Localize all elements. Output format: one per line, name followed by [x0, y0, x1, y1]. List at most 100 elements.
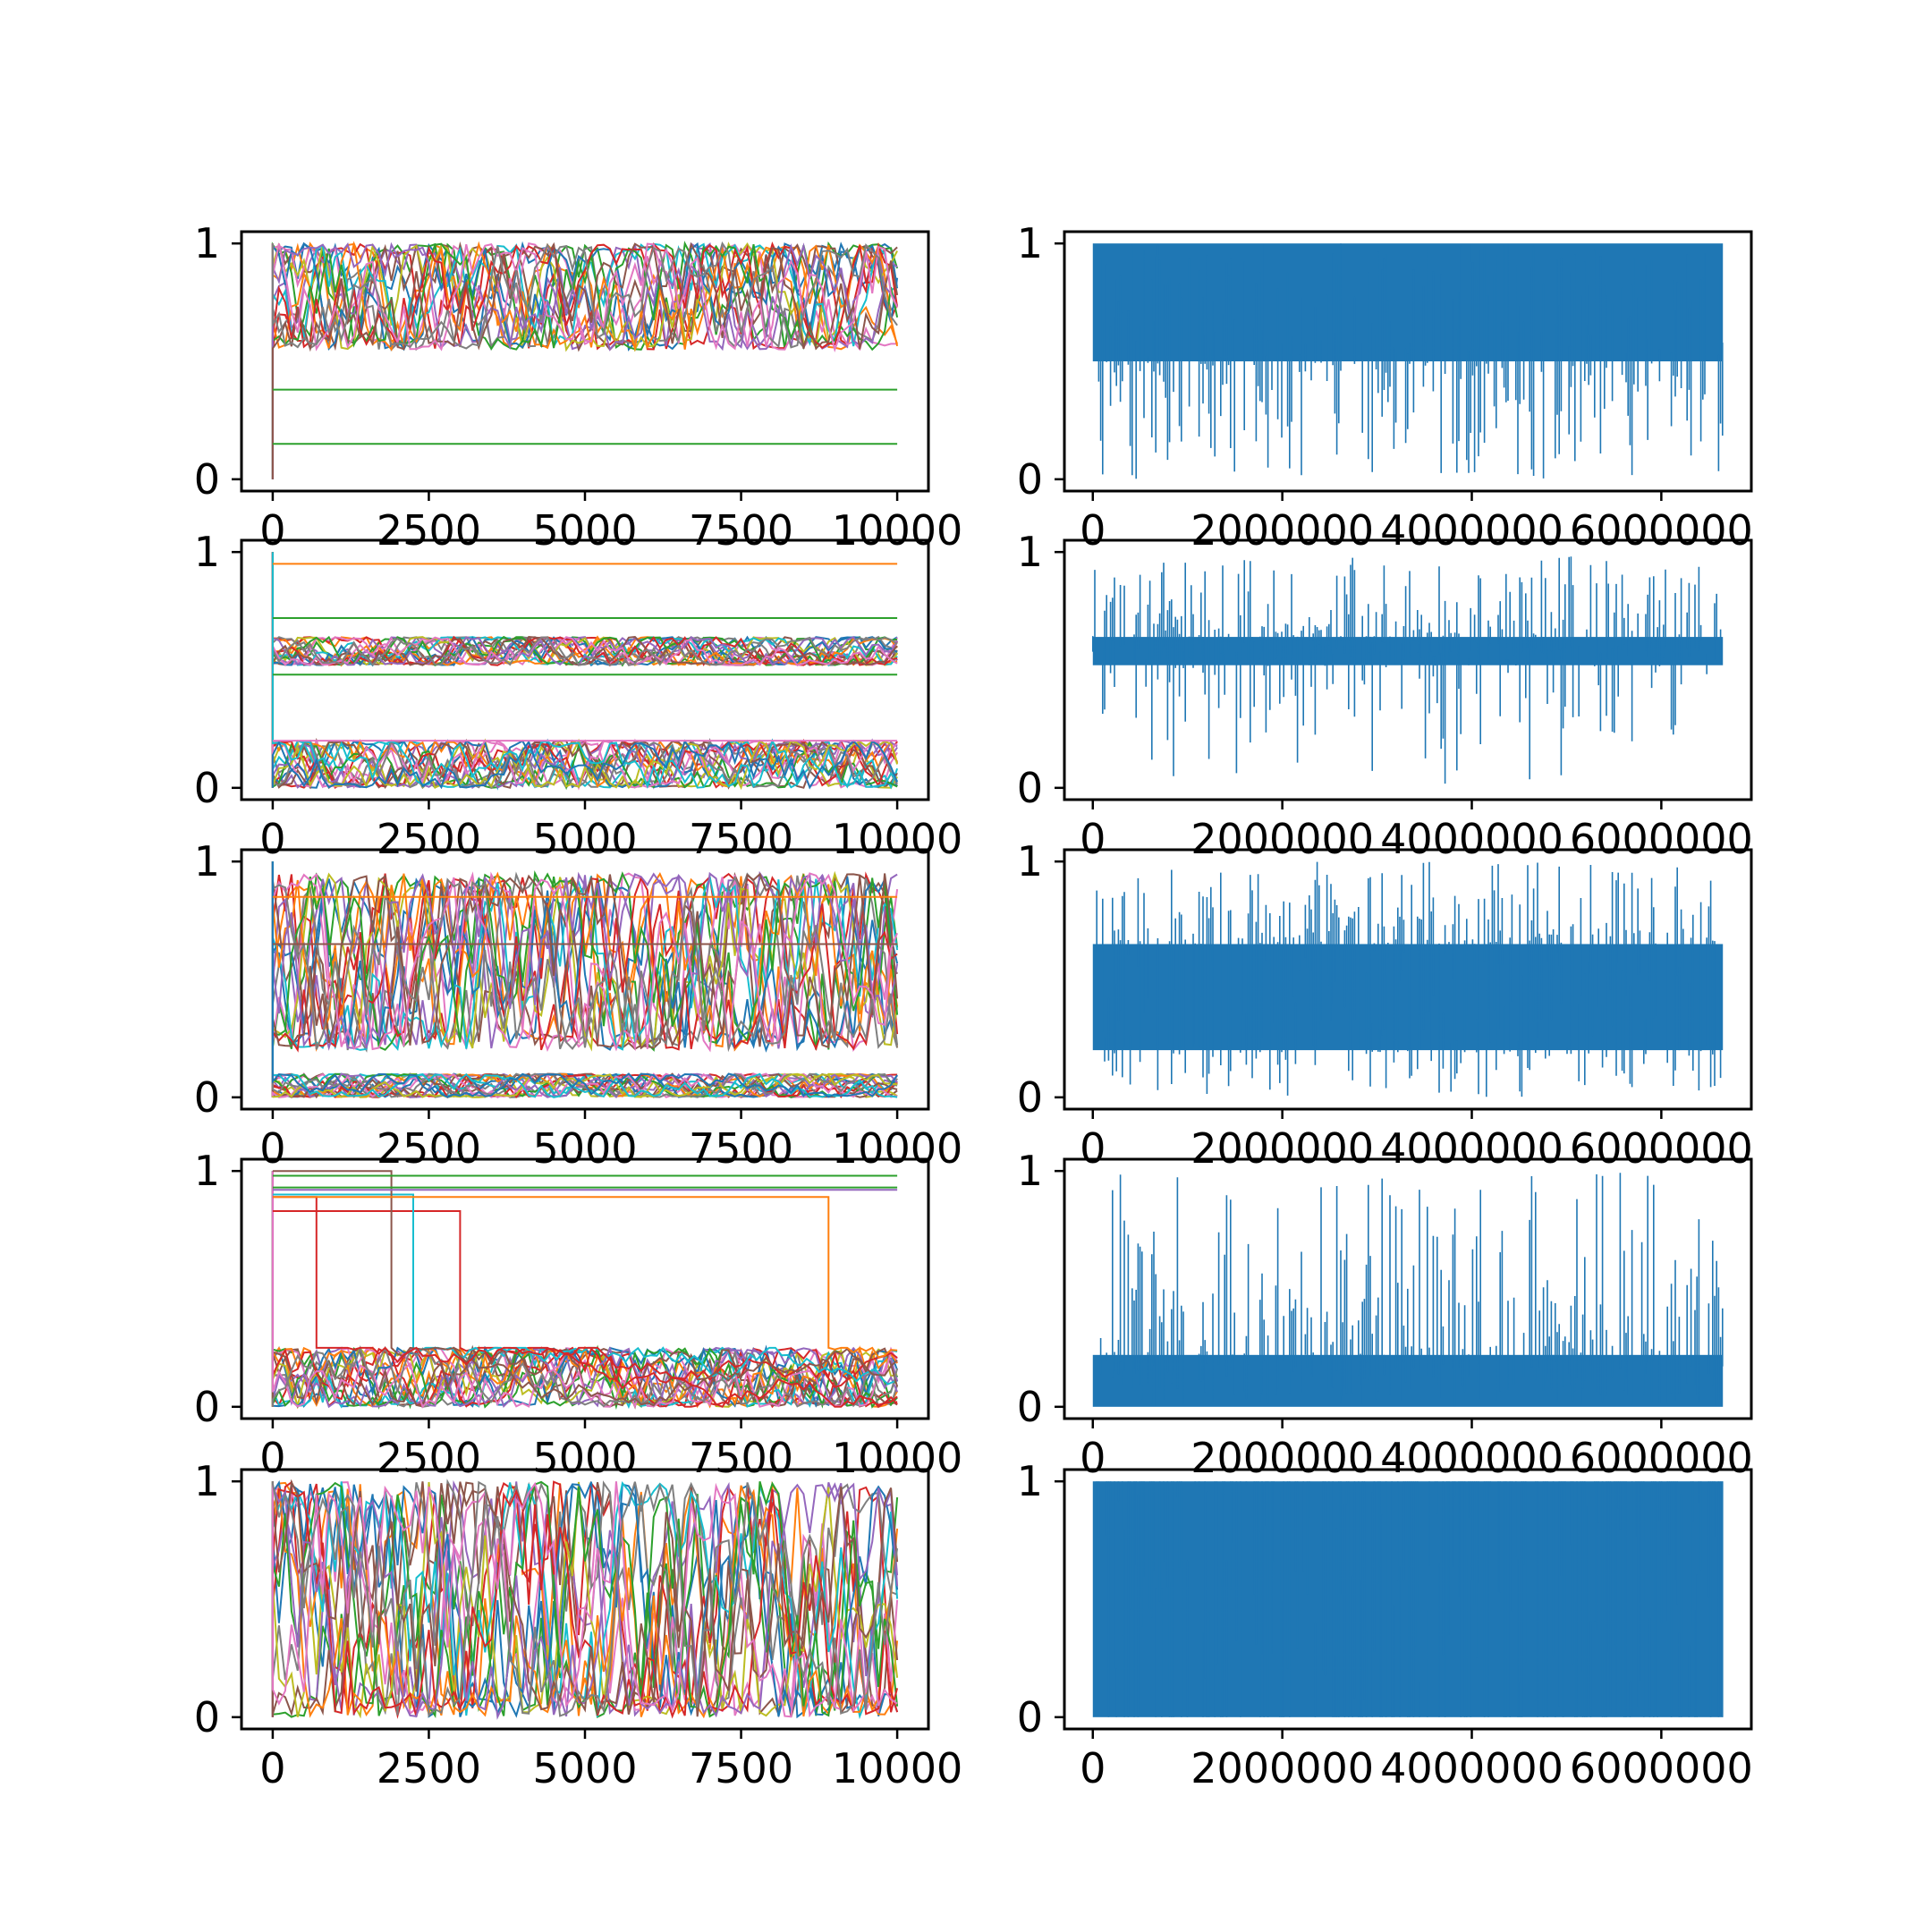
x-tick-label: 0 — [1080, 1124, 1106, 1173]
panel-row2-left: 0 2500 5000 7500 10000 0 1 — [194, 528, 963, 863]
y-tick-label: 0 — [194, 1693, 220, 1741]
panel-row4-right: 0 2000000 4000000 6000000 0 1 — [1017, 1147, 1753, 1482]
y-tick-label: 1 — [194, 219, 220, 267]
x-tick-label: 2500 — [377, 815, 481, 863]
chain-line — [271, 1488, 899, 1719]
series-core-band — [1092, 243, 1724, 361]
x-tick-label: 2500 — [377, 1124, 481, 1173]
x-tick-label: 2000000 — [1191, 1434, 1374, 1482]
x-tick-label: 5000 — [532, 815, 637, 863]
chain-line — [271, 1072, 898, 1098]
x-tick-label: 0 — [1080, 815, 1106, 863]
x-tick-label: 5000 — [532, 1434, 637, 1482]
x-tick-label: 10000 — [832, 1744, 962, 1792]
x-tick-label: 7500 — [689, 506, 793, 555]
chain-line — [271, 242, 898, 352]
x-tick-label: 0 — [259, 815, 285, 863]
y-tick-label: 0 — [1017, 1073, 1043, 1122]
panel-row1-left: 0 2500 5000 7500 10000 0 1 — [194, 219, 963, 555]
chain-line — [271, 242, 899, 479]
x-tick-label: 5000 — [532, 1124, 637, 1173]
chain-line — [271, 739, 899, 790]
chain-line-descent — [272, 1196, 898, 1359]
chain-line-descent — [272, 1170, 898, 1407]
plot-area — [1092, 861, 1724, 1097]
axes-frame — [1063, 230, 1753, 493]
x-tick-label: 4000000 — [1380, 815, 1563, 863]
plot-area — [1092, 243, 1724, 479]
y-tick-label: 1 — [1017, 219, 1043, 267]
chain-line — [271, 552, 898, 790]
x-tick-label: 6000000 — [1570, 1434, 1753, 1482]
x-tick-label: 6000000 — [1570, 815, 1753, 863]
panel-row2-right: 0 2000000 4000000 6000000 0 1 — [1017, 528, 1753, 863]
chain-line — [271, 552, 898, 666]
x-tick-label: 2000000 — [1191, 1744, 1374, 1792]
chain-line — [271, 242, 899, 479]
chain-line — [271, 861, 898, 1098]
series-core-band — [1092, 1354, 1724, 1407]
x-tick-label: 2000000 — [1191, 815, 1374, 863]
chain-line — [271, 242, 898, 479]
x-tick-label: 0 — [1080, 506, 1106, 555]
plot-area — [271, 1479, 899, 1720]
chain-line — [271, 1481, 898, 1718]
x-tick-label: 7500 — [689, 1434, 793, 1482]
chain-line — [271, 636, 898, 788]
chain-line — [271, 246, 898, 479]
x-tick-label: 6000000 — [1570, 1124, 1753, 1173]
x-tick-label: 4000000 — [1380, 1744, 1563, 1792]
x-tick-label: 0 — [1080, 1744, 1106, 1792]
chain-line — [271, 1072, 898, 1099]
chain-line — [271, 242, 898, 349]
y-tick-label: 0 — [194, 764, 220, 812]
axes-frame — [1063, 1468, 1753, 1731]
plot-area — [271, 241, 899, 479]
chain-line — [271, 872, 899, 1097]
chain-line — [271, 861, 898, 1098]
y-tick-label: 1 — [194, 1147, 220, 1195]
y-tick-label: 1 — [1017, 1457, 1043, 1505]
axes-frame — [1063, 538, 1753, 801]
y-tick-label: 0 — [194, 1073, 220, 1122]
panel-row1-right: 0 2000000 4000000 6000000 0 1 — [1017, 219, 1753, 555]
x-tick-label: 0 — [259, 1124, 285, 1173]
plot-area — [1092, 1173, 1724, 1407]
x-tick-label: 10000 — [832, 506, 962, 555]
x-tick-label: 4000000 — [1380, 1434, 1563, 1482]
chain-line — [271, 242, 899, 479]
chain-line — [271, 739, 898, 790]
plot-area — [271, 1170, 899, 1411]
x-tick-label: 10000 — [832, 815, 962, 863]
x-tick-label: 5000 — [532, 506, 637, 555]
chain-line-descent — [272, 1193, 895, 1385]
y-tick-label: 0 — [1017, 1383, 1043, 1431]
chain-line — [271, 241, 898, 350]
y-tick-label: 0 — [194, 1383, 220, 1431]
chain-line-descent — [272, 1196, 898, 1409]
y-tick-label: 0 — [1017, 1693, 1043, 1741]
x-tick-label: 5000 — [532, 1744, 637, 1792]
x-tick-label: 2000000 — [1191, 506, 1374, 555]
x-tick-label: 0 — [1080, 1434, 1106, 1482]
chain-line — [271, 1479, 899, 1717]
chain-line — [271, 242, 898, 352]
chain-line — [271, 861, 899, 1051]
plot-area — [1092, 1481, 1724, 1717]
x-tick-label: 0 — [259, 1744, 285, 1792]
panel-row5-left: 0 2500 5000 7500 10000 0 1 — [194, 1457, 963, 1792]
x-tick-label: 6000000 — [1570, 506, 1753, 555]
chain-line — [271, 1480, 899, 1719]
chain-line — [271, 635, 898, 788]
chain-line — [271, 1480, 899, 1717]
panel-row3-right: 0 2000000 4000000 6000000 0 1 — [1017, 837, 1753, 1173]
chain-line — [271, 1171, 898, 1409]
x-tick-label: 0 — [259, 1434, 285, 1482]
y-tick-label: 0 — [194, 455, 220, 504]
axes-frame — [1063, 848, 1753, 1111]
x-tick-label: 6000000 — [1570, 1744, 1753, 1792]
y-tick-label: 1 — [1017, 1147, 1043, 1195]
chain-line — [271, 877, 899, 1097]
chain-line — [271, 1345, 899, 1408]
